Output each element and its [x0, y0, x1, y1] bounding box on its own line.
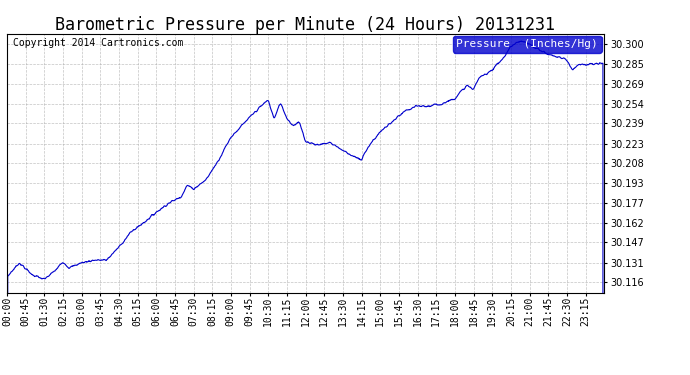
Text: Copyright 2014 Cartronics.com: Copyright 2014 Cartronics.com — [13, 38, 184, 48]
Title: Barometric Pressure per Minute (24 Hours) 20131231: Barometric Pressure per Minute (24 Hours… — [55, 16, 555, 34]
Legend: Pressure  (Inches/Hg): Pressure (Inches/Hg) — [453, 36, 602, 52]
